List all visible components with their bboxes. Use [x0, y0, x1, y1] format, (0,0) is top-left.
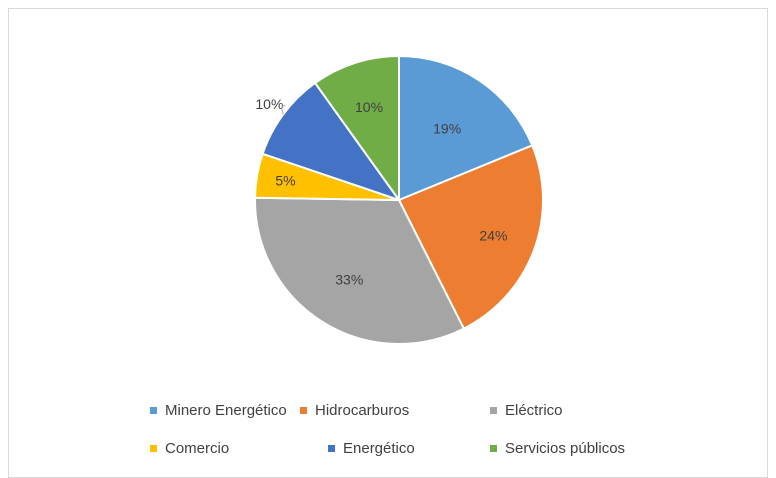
legend-swatch-hidrocarburos — [300, 406, 307, 414]
legend-swatch-minero-energetico — [150, 406, 157, 414]
legend-label-comercio: Comercio — [165, 439, 230, 457]
legend-swatch-energetico — [328, 444, 335, 452]
leader-line-energetico — [281, 105, 286, 115]
legend-label-energetico: Energético — [343, 439, 415, 457]
legend-label-servicios-publicos: Servicios públicos — [505, 439, 626, 457]
legend-label-hidrocarburos: Hidrocarburos — [315, 401, 410, 419]
legend-label-electrico: Eléctrico — [505, 401, 563, 419]
legend-swatch-comercio — [150, 444, 157, 452]
pie-slice-servicios-publicos — [313, 54, 400, 204]
data-label-electrico: 33% — [335, 271, 363, 287]
legend-row-1: Minero Energético Hidrocarburos Eléctric… — [150, 398, 710, 422]
legend-swatch-electrico — [490, 406, 497, 414]
legend-item-electrico: Eléctrico — [490, 402, 563, 419]
pie-slice-electrico — [254, 196, 466, 345]
legend-item-comercio: Comercio — [150, 440, 328, 457]
data-label-comercio: 5% — [275, 172, 295, 188]
pie-data-labels: 19% 24% 33% 5% 10% 10% — [255, 96, 507, 287]
legend-label-minero-energetico: Minero Energético — [165, 401, 287, 419]
legend: Minero Energético Hidrocarburos Eléctric… — [150, 398, 710, 474]
data-label-energetico: 10% — [255, 96, 283, 112]
legend-swatch-servicios-publicos — [490, 444, 497, 452]
legend-row-2: Comercio Energético Servicios públicos — [150, 436, 710, 460]
pie-slice-hidrocarburos — [397, 144, 544, 330]
legend-item-minero-energetico: Minero Energético — [150, 402, 300, 419]
pie-slice-minero-energetico — [398, 54, 534, 202]
legend-item-servicios-publicos: Servicios públicos — [490, 440, 625, 457]
legend-item-hidrocarburos: Hidrocarburos — [300, 402, 490, 419]
data-label-minero-energetico: 19% — [433, 120, 461, 136]
legend-item-energetico: Energético — [328, 440, 490, 457]
data-label-hidrocarburos: 24% — [479, 227, 507, 243]
pie-slice-energetico — [261, 81, 402, 202]
pie-slices — [254, 54, 544, 345]
data-label-servicios-publicos: 10% — [355, 99, 383, 115]
